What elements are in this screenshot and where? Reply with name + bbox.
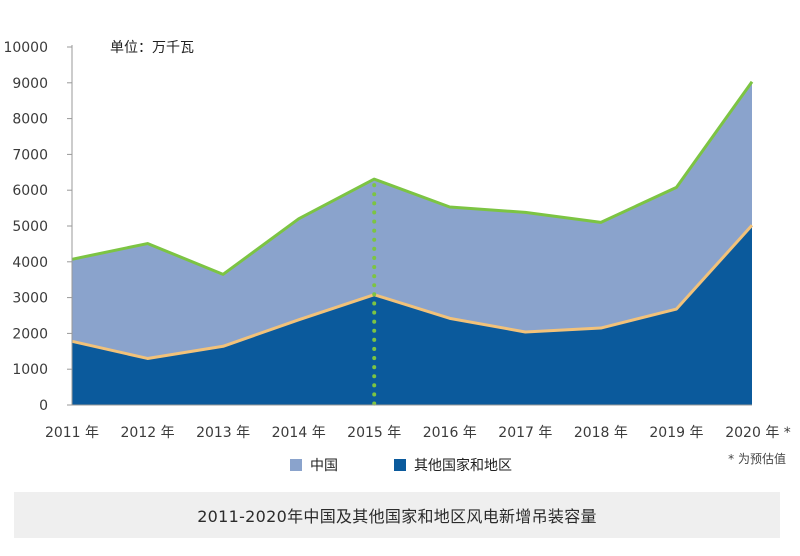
y-tick-label: 10000 xyxy=(3,40,48,56)
caption-bar: 2011-2020年中国及其他国家和地区风电新增吊装容量 xyxy=(14,492,780,538)
y-tick-label: 5000 xyxy=(12,219,48,235)
total-line xyxy=(71,80,754,276)
y-tick-label: 3000 xyxy=(12,291,48,307)
legend: 中国 其他国家和地区 xyxy=(290,457,512,474)
x-tick-label: 2011 年 xyxy=(45,425,99,441)
x-tick-label: 2016 年 xyxy=(423,425,477,441)
x-tick-label: 2019 年 xyxy=(649,425,703,441)
legend-label-other: 其他国家和地区 xyxy=(414,457,512,474)
y-tick-label: 9000 xyxy=(12,76,48,92)
x-axis: 2011 年 2012 年 2013 年 2014 年 2015 年 2016 年 2017… xyxy=(45,404,791,441)
x-tick-label: 2020 年 * xyxy=(725,425,791,441)
chart-caption: 2011-2020年中国及其他国家和地区风电新增吊装容量 xyxy=(197,507,597,526)
y-tick-label: 4000 xyxy=(12,255,48,271)
x-tick-label: 2012 年 xyxy=(121,425,175,441)
x-tick-label: 2014 年 xyxy=(272,425,326,441)
y-tick-label: 7000 xyxy=(12,147,48,163)
plot-area xyxy=(71,80,754,407)
estimate-note: * 为预估值 xyxy=(728,451,786,466)
area-china xyxy=(72,81,752,359)
y-tick-label: 6000 xyxy=(12,183,48,199)
y-tick-label: 2000 xyxy=(12,326,48,342)
legend-swatch-other xyxy=(394,459,406,471)
x-tick-label: 2018 年 xyxy=(574,425,628,441)
x-tick-label: 2013 年 xyxy=(196,425,250,441)
y-tick-label: 1000 xyxy=(12,362,48,378)
legend-swatch-china xyxy=(290,459,302,471)
y-tick-label: 8000 xyxy=(12,112,48,128)
area-other-countries xyxy=(72,225,752,405)
boundary-line xyxy=(71,224,754,360)
y-tick-label: 0 xyxy=(39,398,48,414)
x-tick-label: 2017 年 xyxy=(498,425,552,441)
legend-label-china: 中国 xyxy=(310,458,338,474)
unit-label: 单位：万千瓦 xyxy=(110,40,194,56)
x-tick-label: 2015 年 xyxy=(347,425,401,441)
y-axis: 0 1000 2000 3000 4000 5000 6000 7000 8000 9000 100… xyxy=(3,40,73,414)
